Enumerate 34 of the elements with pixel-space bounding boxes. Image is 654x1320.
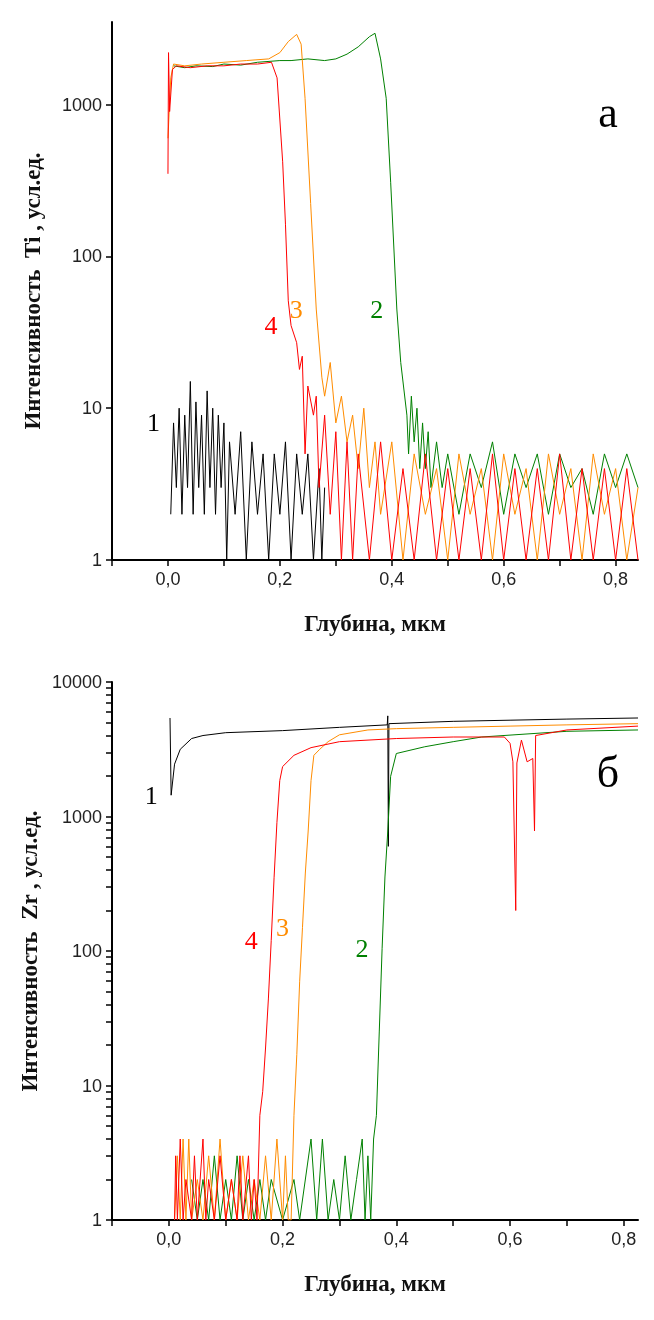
series-label: 1	[147, 408, 161, 438]
series-label: 3	[289, 294, 303, 324]
y-axis-title: Интенсивность Ti , усл.ед.	[20, 152, 45, 430]
x-tick-label: 0,8	[611, 1229, 637, 1249]
series-label: 1	[144, 780, 158, 810]
y-tick-label: 1000	[61, 94, 102, 115]
y-tick-label: 10	[81, 1075, 102, 1096]
series-label: 2	[370, 294, 384, 324]
y-tick-label: 10	[81, 398, 102, 419]
y-tick-label: 1000	[61, 806, 102, 827]
y-tick-label: 100	[71, 941, 102, 961]
series-label: 3	[276, 912, 289, 942]
y-tick-label: 1	[91, 1210, 102, 1230]
x-tick-label: 0,6	[497, 1229, 523, 1249]
x-tick-label: 0,6	[491, 569, 517, 589]
y-tick-label: 1	[91, 550, 102, 570]
y-tick-label: 100	[71, 246, 102, 267]
series-label: 4	[244, 925, 258, 955]
annotation: б	[596, 747, 620, 797]
x-tick-label: 0,0	[155, 569, 181, 589]
series-label: 2	[355, 934, 369, 964]
x-tick-label: 0,2	[270, 1229, 296, 1249]
x-axis-title: Глубина, мкм	[304, 1271, 446, 1296]
x-tick-label: 0,8	[603, 569, 629, 589]
line-series	[169, 715, 639, 847]
y-axis-title: Интенсивность Zr , усл.ед.	[17, 810, 43, 1092]
x-axis-title: Глубина, мкм	[304, 611, 446, 636]
x-tick-label: 0,0	[156, 1229, 182, 1249]
annotation: а	[598, 87, 618, 137]
y-tick-label: 10000	[51, 672, 102, 692]
x-tick-label: 0,2	[267, 569, 293, 589]
x-tick-label: 0,4	[383, 1229, 409, 1249]
series-label: 4	[264, 311, 278, 341]
x-tick-label: 0,4	[379, 569, 405, 589]
